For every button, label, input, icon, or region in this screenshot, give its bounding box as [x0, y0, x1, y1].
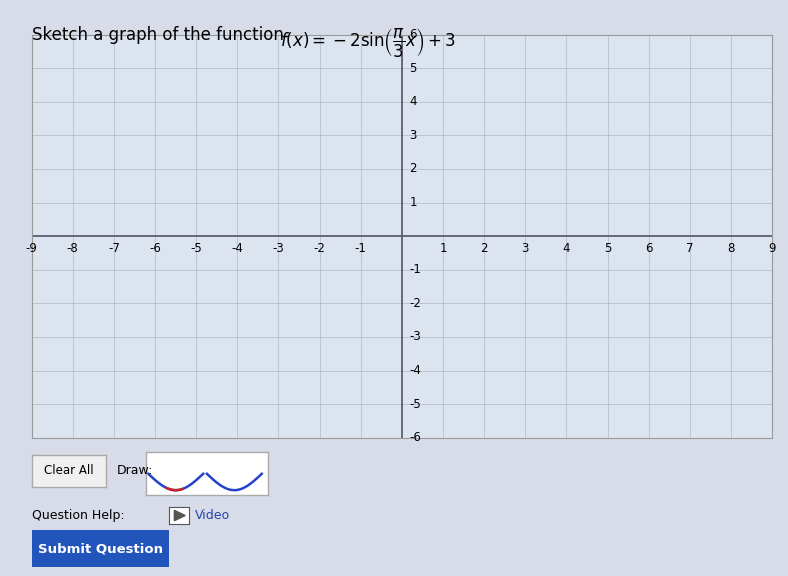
Text: 6: 6: [409, 28, 417, 41]
Text: 7: 7: [686, 242, 693, 255]
Text: -2: -2: [409, 297, 421, 310]
Text: 2: 2: [481, 242, 488, 255]
Text: 3: 3: [522, 242, 529, 255]
Text: -1: -1: [355, 242, 366, 255]
Text: 2: 2: [409, 162, 417, 176]
Text: 4: 4: [409, 95, 417, 108]
Text: 9: 9: [768, 242, 776, 255]
Text: -4: -4: [409, 364, 421, 377]
Polygon shape: [174, 510, 185, 521]
Text: Sketch a graph of the function: Sketch a graph of the function: [32, 26, 288, 44]
Text: 1: 1: [409, 196, 417, 209]
Text: -3: -3: [273, 242, 284, 255]
Text: Draw:: Draw:: [117, 464, 153, 477]
Text: -9: -9: [25, 242, 38, 255]
Text: -6: -6: [149, 242, 161, 255]
Text: 5: 5: [604, 242, 611, 255]
Text: 8: 8: [727, 242, 734, 255]
Text: -8: -8: [67, 242, 79, 255]
Text: 6: 6: [645, 242, 652, 255]
Text: $f(x) = -2\sin\!\left(\dfrac{\pi}{3}x\right)+3$: $f(x) = -2\sin\!\left(\dfrac{\pi}{3}x\ri…: [280, 26, 455, 59]
Text: 5: 5: [409, 62, 417, 75]
Text: -1: -1: [409, 263, 421, 276]
Text: -7: -7: [108, 242, 120, 255]
Text: 1: 1: [439, 242, 447, 255]
Text: -5: -5: [409, 397, 421, 411]
Text: -5: -5: [190, 242, 202, 255]
Text: Submit Question: Submit Question: [38, 542, 163, 555]
Text: 3: 3: [409, 129, 417, 142]
Text: -6: -6: [409, 431, 421, 444]
Text: -3: -3: [409, 331, 421, 343]
Text: -4: -4: [232, 242, 243, 255]
Text: -2: -2: [314, 242, 325, 255]
Text: Video: Video: [195, 509, 230, 522]
Text: Clear All: Clear All: [44, 464, 94, 478]
Text: 4: 4: [563, 242, 571, 255]
Text: Question Help:: Question Help:: [32, 509, 125, 522]
